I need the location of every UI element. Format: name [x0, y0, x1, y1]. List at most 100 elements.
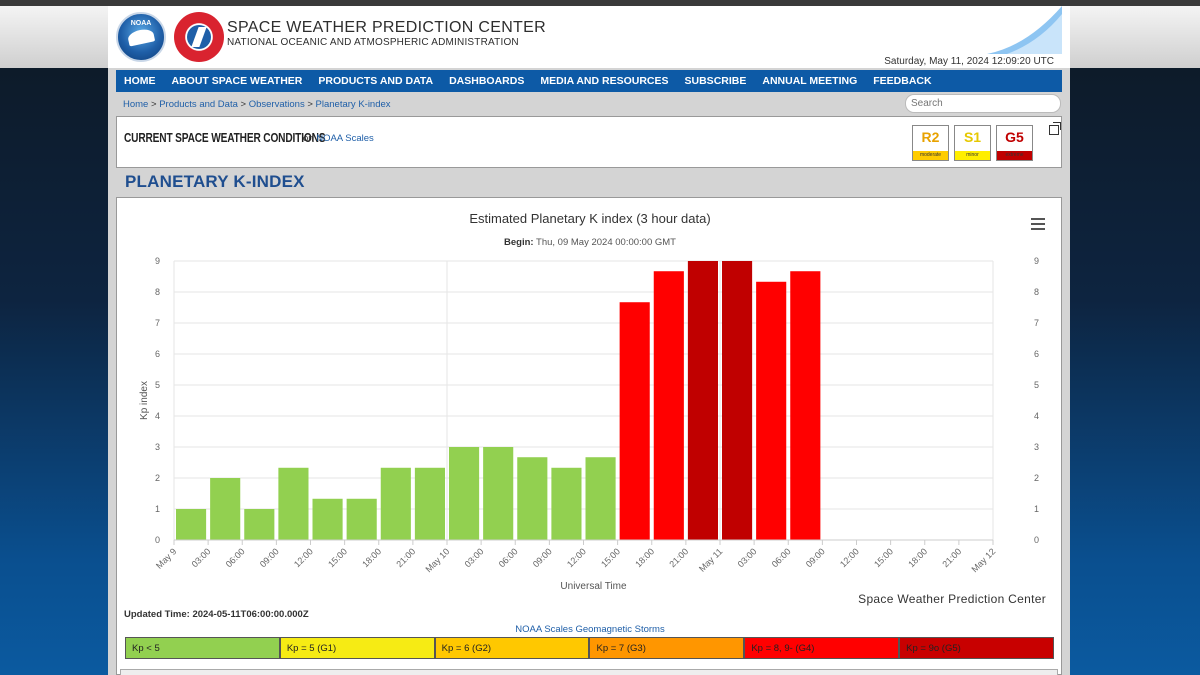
page-container: NOAA SPACE WEATHER PREDICTION CENTER NAT…: [108, 6, 1070, 675]
chart-credit[interactable]: Space Weather Prediction Center: [858, 592, 1046, 606]
y-tick-label-right: 2: [1034, 473, 1039, 483]
x-tick-label: 12:00: [838, 546, 861, 569]
kp-bar: [414, 467, 445, 540]
y-tick-label-right: 8: [1034, 287, 1039, 297]
x-tick-label: 21:00: [394, 546, 417, 569]
x-tick-label: 03:00: [190, 546, 213, 569]
kp-bar: [483, 447, 514, 540]
y-tick-label-right: 6: [1034, 349, 1039, 359]
breadcrumb-planetary-k-index[interactable]: Planetary K-index: [315, 99, 391, 110]
nws-logo-icon[interactable]: [174, 12, 224, 62]
kp-bar-chart: 0 0 1 1 2 2 3 3 4 4 5 5 6 6 7 7 8 8 9 9 May 9 03:00 06:00 09:00…: [139, 256, 1039, 592]
kp-bar: [585, 457, 616, 540]
top-strip: [0, 0, 1200, 6]
x-tick-label: 18:00: [360, 546, 383, 569]
kp-bar: [278, 467, 309, 540]
y-tick-label-right: 0: [1034, 535, 1039, 545]
nav-media-and-resources[interactable]: MEDIA AND RESOURCES: [540, 75, 669, 87]
x-tick-label: 15:00: [872, 546, 895, 569]
y-tick-label-left: 7: [155, 318, 160, 328]
popout-icon[interactable]: [1049, 122, 1061, 135]
site-header: NOAA SPACE WEATHER PREDICTION CENTER NAT…: [108, 6, 1070, 68]
badge-level: moderate: [913, 151, 948, 160]
x-tick-label: May 11: [697, 546, 724, 573]
x-tick-label: 15:00: [599, 546, 622, 569]
kp-bar: [312, 498, 343, 540]
geomagnetic-storm-badge[interactable]: G5 extreme: [996, 125, 1033, 161]
chart-subtitle: Begin: Thu, 09 May 2024 00:00:00 GMT: [117, 237, 1063, 248]
breadcrumb-separator: >: [150, 99, 157, 110]
breadcrumb-separator: >: [240, 99, 247, 110]
scale-cell-g4: Kp = 8, 9- (G4): [744, 637, 900, 659]
x-tick-label: 09:00: [258, 546, 281, 569]
nav-about-space-weather[interactable]: ABOUT SPACE WEATHER: [171, 75, 303, 87]
nav-annual-meeting[interactable]: ANNUAL MEETING: [762, 75, 858, 87]
noaa-scales-link[interactable]: NOAA Scales: [316, 133, 374, 144]
y-tick-label-left: 0: [155, 535, 160, 545]
y-tick-label-left: 3: [155, 442, 160, 452]
x-tick-label: 03:00: [463, 546, 486, 569]
kp-bar: [210, 478, 241, 540]
kp-bar: [449, 447, 480, 540]
breadcrumb-separator: >: [307, 99, 313, 110]
x-tick-label: 03:00: [736, 546, 759, 569]
chart-subtitle-value: Thu, 09 May 2024 00:00:00 GMT: [536, 237, 676, 248]
kp-bar: [687, 261, 718, 540]
badge-code: G5: [1005, 129, 1024, 145]
nav-home[interactable]: HOME: [124, 75, 156, 87]
site-title[interactable]: SPACE WEATHER PREDICTION CENTER: [227, 19, 546, 36]
x-tick-label: 21:00: [940, 546, 963, 569]
bottom-scroll-area[interactable]: [120, 669, 1058, 675]
kp-bar: [244, 509, 275, 540]
updated-time: Updated Time: 2024-05-11T06:00:00.000Z: [124, 609, 309, 620]
y-tick-label-right: 1: [1034, 504, 1039, 514]
x-tick-label: 09:00: [804, 546, 827, 569]
scale-cell-kp-lt-5: Kp < 5: [125, 637, 280, 659]
y-tick-label-right: 7: [1034, 318, 1039, 328]
scale-cell-g2: Kp = 6 (G2): [434, 637, 590, 659]
scale-cell-g3: Kp = 7 (G3): [589, 637, 745, 659]
current-datetime: Saturday, May 11, 2024 12:09:20 UTC: [884, 56, 1054, 67]
y-tick-label-right: 5: [1034, 380, 1039, 390]
badge-code: R2: [921, 129, 940, 145]
nav-subscribe[interactable]: SUBSCRIBE: [684, 75, 747, 87]
scale-cell-g1: Kp = 5 (G1): [279, 637, 435, 659]
x-tick-label: 18:00: [633, 546, 656, 569]
chart-title: Estimated Planetary K index (3 hour data…: [469, 211, 711, 226]
scale-cell-g5: Kp = 9o (G5): [899, 637, 1054, 659]
conditions-title: CURRENT SPACE WEATHER CONDITIONS: [124, 130, 326, 145]
conditions-on-text: on NOAA Scales: [303, 133, 374, 144]
breadcrumb-home[interactable]: Home: [123, 99, 149, 110]
y-axis-title: Kp index: [139, 381, 150, 420]
y-tick-label-left: 4: [155, 411, 160, 421]
x-tick-label: May 9: [154, 546, 178, 570]
hamburger-menu-icon[interactable]: [1031, 218, 1045, 230]
x-tick-label: 18:00: [906, 546, 929, 569]
y-tick-label-right: 3: [1034, 442, 1039, 452]
breadcrumb-observations[interactable]: Observations: [248, 99, 305, 110]
y-tick-label-left: 1: [155, 504, 160, 514]
kp-bar: [653, 271, 684, 540]
nav-dashboards[interactable]: DASHBOARDS: [449, 75, 525, 87]
scale-title[interactable]: NOAA Scales Geomagnetic Storms: [515, 624, 665, 635]
kp-bar: [722, 261, 753, 540]
solar-radiation-badge[interactable]: S1 minor: [954, 125, 991, 161]
nav-products-and-data[interactable]: PRODUCTS AND DATA: [318, 75, 434, 87]
x-tick-label: 09:00: [531, 546, 554, 569]
header-swoosh-icon: [987, 6, 1062, 54]
x-tick-label: 15:00: [326, 546, 349, 569]
kp-bar: [551, 467, 582, 540]
kp-bar: [380, 467, 411, 540]
y-tick-label-left: 9: [155, 256, 160, 266]
nav-feedback[interactable]: FEEDBACK: [873, 75, 932, 87]
breadcrumb: Home > Products and Data > Observations …: [123, 99, 391, 110]
kp-bar: [346, 498, 377, 540]
breadcrumb-products-and-data[interactable]: Products and Data: [159, 99, 238, 110]
y-tick-label-left: 8: [155, 287, 160, 297]
noaa-logo-icon[interactable]: NOAA: [116, 12, 166, 62]
search-input[interactable]: [905, 94, 1061, 113]
y-tick-label-right: 9: [1034, 256, 1039, 266]
badge-code: S1: [963, 129, 982, 145]
radio-blackout-badge[interactable]: R2 moderate: [912, 125, 949, 161]
x-tick-label: 12:00: [292, 546, 315, 569]
